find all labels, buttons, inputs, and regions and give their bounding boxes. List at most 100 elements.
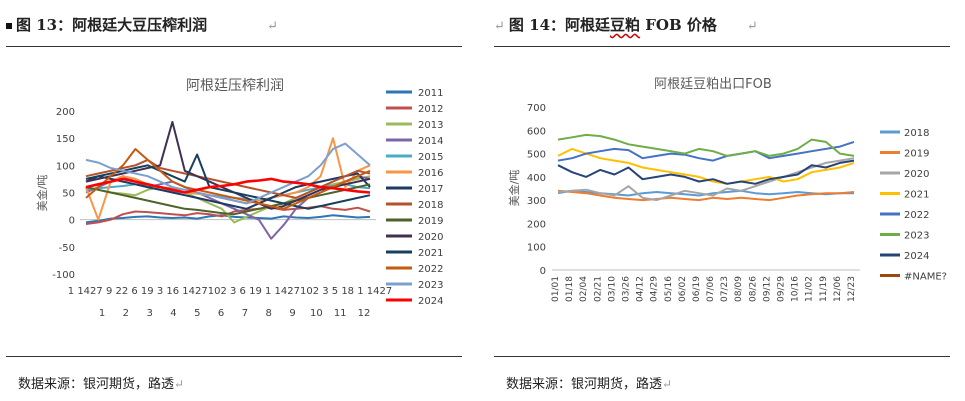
y-tick-label: -50 bbox=[59, 243, 75, 254]
month-label: 8 bbox=[266, 308, 272, 319]
series-line-2024 bbox=[85, 177, 371, 194]
legend-label-2019: 2019 bbox=[418, 216, 443, 227]
series-line-2021 bbox=[85, 153, 371, 210]
series-line-2024 bbox=[557, 159, 855, 185]
x-tick-label: 03/26 bbox=[621, 276, 631, 302]
legend-label-2011: 2011 bbox=[418, 88, 443, 99]
return-mark-icon: ↵ bbox=[174, 377, 185, 391]
figure-14-caption-text-b: 豆粕 bbox=[610, 16, 641, 34]
month-label: 9 bbox=[289, 308, 295, 319]
x-tick-label: 11/19 bbox=[819, 276, 829, 302]
legend-label-2021: 2021 bbox=[904, 190, 929, 201]
x-tick-label: 12/06 bbox=[833, 276, 843, 302]
legend-label-2017: 2017 bbox=[418, 184, 443, 195]
series-line-2023 bbox=[557, 133, 855, 157]
month-label: 11 bbox=[334, 308, 347, 319]
legend-label-2015: 2015 bbox=[418, 152, 443, 163]
x-tick-label: 08/09 bbox=[734, 276, 744, 302]
bottom-rule bbox=[494, 356, 950, 357]
x-tick-label: 09/12 bbox=[762, 276, 772, 302]
y-tick-label: 600 bbox=[527, 126, 546, 137]
x-tick-label: 04/29 bbox=[650, 276, 660, 302]
legend-label-2022: 2022 bbox=[418, 264, 443, 275]
y-tick-label: 300 bbox=[527, 196, 546, 207]
left-return-mark-icon: ↵ bbox=[494, 19, 505, 34]
top-rule bbox=[6, 46, 462, 47]
x-tick-label: 09/29 bbox=[777, 276, 787, 302]
x-tick-label: 02/04 bbox=[579, 276, 589, 302]
y-tick-label: 400 bbox=[527, 173, 546, 184]
legend-label-2021: 2021 bbox=[418, 248, 443, 259]
top-rule bbox=[494, 46, 950, 47]
y-tick-label: 50 bbox=[62, 189, 75, 200]
x-tick-label: 01/01 bbox=[551, 276, 561, 302]
month-label: 6 bbox=[218, 308, 224, 319]
legend-label-2018: 2018 bbox=[418, 200, 443, 211]
figure-14-caption-text-c: FOB 价格 bbox=[640, 16, 717, 34]
x-tick-labels: 1 1427 9 22 6 19 3 16 1427102 3 6 19 1 1… bbox=[68, 286, 392, 297]
legend-label-2023: 2023 bbox=[418, 280, 443, 291]
figure-14-source: 数据来源：银河期货，路透↵ bbox=[506, 373, 672, 392]
figure-13-caption-text: 图 13：阿根廷大豆压榨利润 bbox=[16, 16, 208, 34]
x-tick-label: 05/16 bbox=[664, 276, 674, 302]
x-tick-label: 07/23 bbox=[720, 276, 730, 302]
y-tick-label: 0 bbox=[69, 216, 75, 227]
x-tick-label: 10/16 bbox=[791, 276, 801, 302]
y-tick-label: 100 bbox=[527, 243, 546, 254]
legend-label-2024: 2024 bbox=[904, 251, 929, 262]
legend-label-2020: 2020 bbox=[904, 169, 929, 180]
bottom-rule bbox=[6, 356, 462, 357]
y-tick-label: 500 bbox=[527, 150, 546, 161]
y-axis-label: 美金/吨 bbox=[35, 175, 49, 212]
month-label: 12 bbox=[358, 308, 371, 319]
y-tick-label: 100 bbox=[56, 161, 75, 172]
x-tick-label: 06/19 bbox=[692, 276, 702, 302]
month-label: 2 bbox=[123, 308, 129, 319]
month-label: 10 bbox=[310, 308, 323, 319]
figure-14-caption-text-a: 图 14：阿根廷 bbox=[508, 16, 611, 34]
source-text: 数据来源：银河期货，路透 bbox=[506, 377, 663, 392]
chart-title: 阿根廷压榨利润 bbox=[186, 77, 284, 94]
figure-14-caption: ↵ 图 14：阿根廷豆粕 FOB 价格 ↵ bbox=[494, 14, 758, 35]
return-mark-icon: ↵ bbox=[662, 377, 673, 391]
x-tick-label: 08/26 bbox=[748, 276, 758, 302]
legend-label-#NAME?: #NAME? bbox=[904, 272, 947, 283]
bullet-icon bbox=[6, 23, 12, 29]
y-tick-label: 0 bbox=[540, 266, 546, 277]
x-tick-label: 02/21 bbox=[593, 276, 603, 302]
legend-label-2012: 2012 bbox=[418, 104, 443, 115]
series-line-2020 bbox=[85, 120, 371, 210]
figure-13-caption: 图 13：阿根廷大豆压榨利润 ↵ bbox=[6, 14, 278, 35]
y-tick-label: -100 bbox=[52, 270, 75, 281]
month-label: 3 bbox=[146, 308, 152, 319]
argentina-crush-margin-chart: 阿根廷压榨利润 -100 -50 0 50 100 150 200 美金/吨 1 1427 9 2… bbox=[35, 77, 443, 319]
x-tick-label: 01/18 bbox=[565, 276, 575, 302]
legend-label-2024: 2024 bbox=[418, 296, 443, 307]
series-line-2023 bbox=[85, 142, 371, 205]
series-line-2021 bbox=[557, 147, 855, 185]
legend-label-2022: 2022 bbox=[904, 210, 929, 221]
legend-label-2020: 2020 bbox=[418, 232, 443, 243]
return-mark-icon: ↵ bbox=[746, 19, 758, 34]
figure-13-source: 数据来源：银河期货，路透↵ bbox=[18, 373, 184, 392]
x-tick-label: 12/23 bbox=[847, 276, 857, 302]
legend-label-2019: 2019 bbox=[904, 149, 929, 160]
y-axis-label: 美金/吨 bbox=[507, 170, 521, 207]
argentina-meal-fob-chart: 阿根廷豆粕出口FOB 0 100 200 300 400 500 600 700 美金/吨 01/0… bbox=[507, 77, 947, 302]
month-label: 7 bbox=[242, 308, 248, 319]
month-label: 1 bbox=[99, 308, 105, 319]
x-tick-label: 07/06 bbox=[706, 276, 716, 302]
series-line-2019 bbox=[557, 189, 855, 202]
legend-label-2016: 2016 bbox=[418, 168, 443, 179]
series-line-2019 bbox=[85, 183, 371, 216]
source-text: 数据来源：银河期货，路透 bbox=[18, 377, 175, 392]
x-tick-label: 11/02 bbox=[805, 276, 815, 302]
legend-label-2013: 2013 bbox=[418, 120, 443, 131]
y-tick-label: 200 bbox=[56, 107, 75, 118]
y-tick-label: 700 bbox=[527, 103, 546, 114]
x-tick-label: 03/10 bbox=[607, 276, 617, 302]
return-mark-icon: ↵ bbox=[267, 19, 279, 34]
month-label: 5 bbox=[194, 308, 200, 319]
series-line-2017 bbox=[85, 172, 371, 210]
y-tick-label: 150 bbox=[56, 134, 75, 145]
